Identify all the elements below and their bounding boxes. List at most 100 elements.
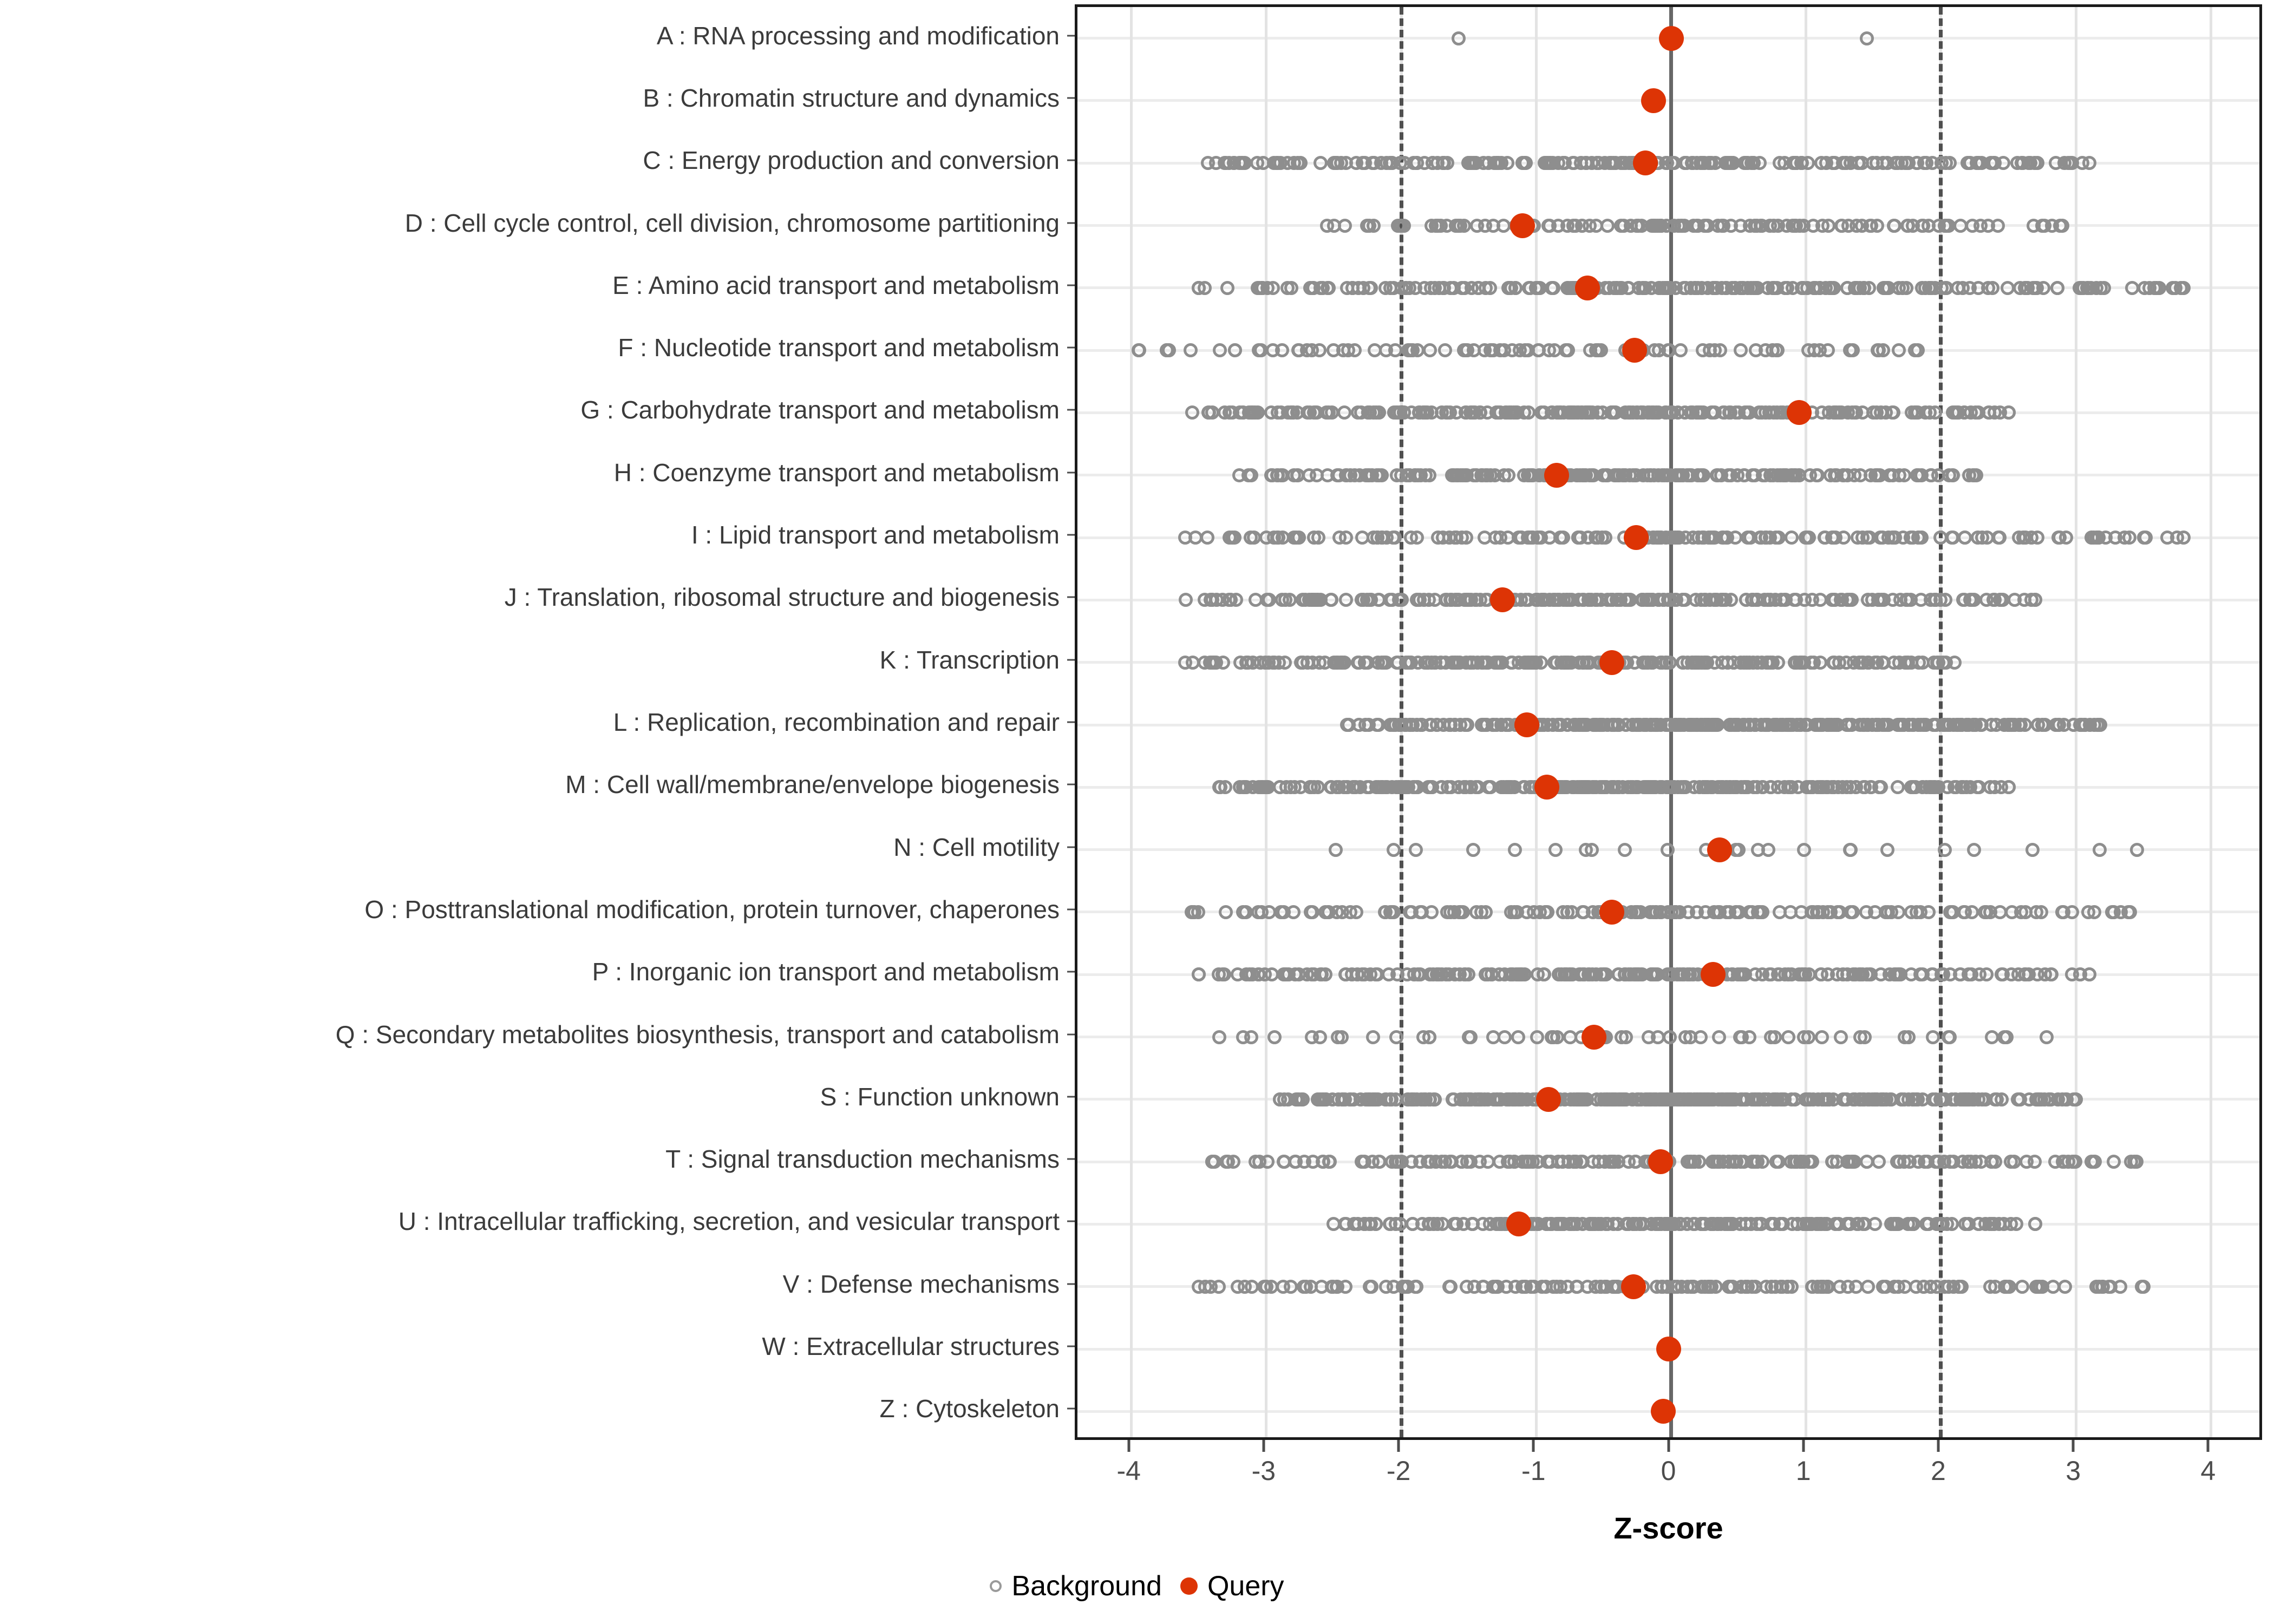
background-point: [2000, 280, 2015, 295]
background-point: [1726, 1217, 1740, 1232]
background-point: [2077, 718, 2092, 732]
query-point[interactable]: [1599, 650, 1624, 675]
background-point: [1337, 655, 1351, 670]
query-point[interactable]: [1658, 25, 1684, 51]
background-point: [1755, 780, 1770, 795]
background-point: [1545, 280, 1559, 295]
y-axis-tick: [1067, 472, 1075, 474]
background-point: [1538, 905, 1553, 919]
background-point: [1839, 156, 1853, 171]
background-point: [1963, 593, 1977, 607]
query-point[interactable]: [1700, 962, 1726, 987]
query-point[interactable]: [1599, 899, 1624, 925]
background-point: [1500, 1155, 1515, 1169]
background-point: [2029, 905, 2043, 919]
background-point: [1583, 343, 1598, 358]
query-point[interactable]: [1534, 775, 1560, 800]
background-point: [1862, 280, 1877, 295]
query-point[interactable]: [1650, 1399, 1676, 1424]
y-axis-tick: [1067, 783, 1075, 785]
background-point: [1502, 280, 1517, 295]
background-point: [1600, 218, 1615, 233]
background-point: [1897, 468, 1911, 482]
query-point[interactable]: [1707, 837, 1733, 862]
background-point: [1958, 531, 1972, 545]
query-point[interactable]: [1648, 1149, 1673, 1175]
background-point: [1518, 156, 1532, 171]
background-point: [1236, 905, 1251, 919]
background-point: [1906, 1217, 1920, 1232]
background-point: [1541, 218, 1556, 233]
background-point: [1550, 1030, 1564, 1044]
query-point[interactable]: [1506, 1212, 1531, 1237]
background-point: [1228, 343, 1243, 358]
background-point: [1437, 156, 1452, 171]
background-point: [1401, 1092, 1415, 1106]
background-point: [1707, 905, 1721, 919]
query-point[interactable]: [1620, 1274, 1646, 1299]
query-point[interactable]: [1544, 462, 1569, 488]
background-point: [1598, 1155, 1612, 1169]
query-point[interactable]: [1510, 213, 1535, 238]
query-point[interactable]: [1574, 275, 1600, 300]
background-point: [1687, 780, 1702, 795]
background-point: [1814, 967, 1828, 982]
background-point: [1570, 1217, 1585, 1232]
background-point: [1348, 343, 1362, 358]
background-point: [1886, 1217, 1901, 1232]
query-point[interactable]: [1656, 1337, 1681, 1362]
background-point: [1505, 343, 1520, 358]
background-point: [1247, 531, 1261, 545]
background-point: [1391, 1155, 1406, 1169]
background-point: [1957, 905, 1972, 919]
query-point[interactable]: [1787, 400, 1812, 425]
background-point: [2160, 531, 2175, 545]
x-axis-tick-label: 0: [1661, 1456, 1676, 1486]
background-point: [2002, 1279, 2016, 1294]
background-point: [1238, 156, 1252, 171]
query-point[interactable]: [1641, 88, 1667, 113]
background-point: [1230, 1279, 1245, 1294]
background-point: [1944, 1217, 1959, 1232]
query-point[interactable]: [1622, 338, 1648, 363]
background-point: [1860, 31, 1874, 45]
category-label: V : Defense mechanisms: [782, 1269, 1060, 1298]
query-point[interactable]: [1623, 525, 1649, 551]
legend-item-background: Background: [990, 1570, 1162, 1602]
background-point: [1419, 405, 1433, 420]
background-point: [1965, 1092, 1979, 1106]
background-point: [1707, 405, 1722, 420]
x-axis-tick: [1532, 1440, 1535, 1452]
query-point[interactable]: [1514, 712, 1539, 737]
background-point: [1750, 280, 1765, 295]
category-label: J : Translation, ribosomal structure and…: [504, 583, 1060, 612]
background-point: [1794, 156, 1809, 171]
background-point: [1494, 156, 1508, 171]
background-point: [1460, 1279, 1474, 1294]
background-point: [1662, 1030, 1677, 1044]
background-point: [1907, 343, 1922, 358]
background-point: [1831, 780, 1845, 795]
background-point: [1461, 967, 1475, 982]
background-point: [1935, 280, 1949, 295]
background-point: [1975, 718, 1989, 732]
background-point: [1381, 967, 1396, 982]
background-point: [1789, 1155, 1804, 1169]
category-label: E : Amino acid transport and metabolism: [612, 271, 1060, 299]
query-point[interactable]: [1582, 1024, 1607, 1050]
query-point[interactable]: [1489, 587, 1515, 613]
background-point: [1260, 1155, 1275, 1169]
background-point: [1501, 468, 1516, 482]
background-point: [1910, 1092, 1924, 1106]
query-point[interactable]: [1535, 1086, 1561, 1112]
background-point: [1520, 905, 1534, 919]
x-axis-tick: [1802, 1440, 1805, 1452]
background-point: [1863, 468, 1878, 482]
background-point: [1349, 905, 1364, 919]
background-point: [1975, 531, 1989, 545]
background-point: [2030, 156, 2045, 171]
query-point[interactable]: [1633, 150, 1658, 176]
background-point: [1712, 1030, 1727, 1044]
background-point: [2055, 218, 2070, 233]
